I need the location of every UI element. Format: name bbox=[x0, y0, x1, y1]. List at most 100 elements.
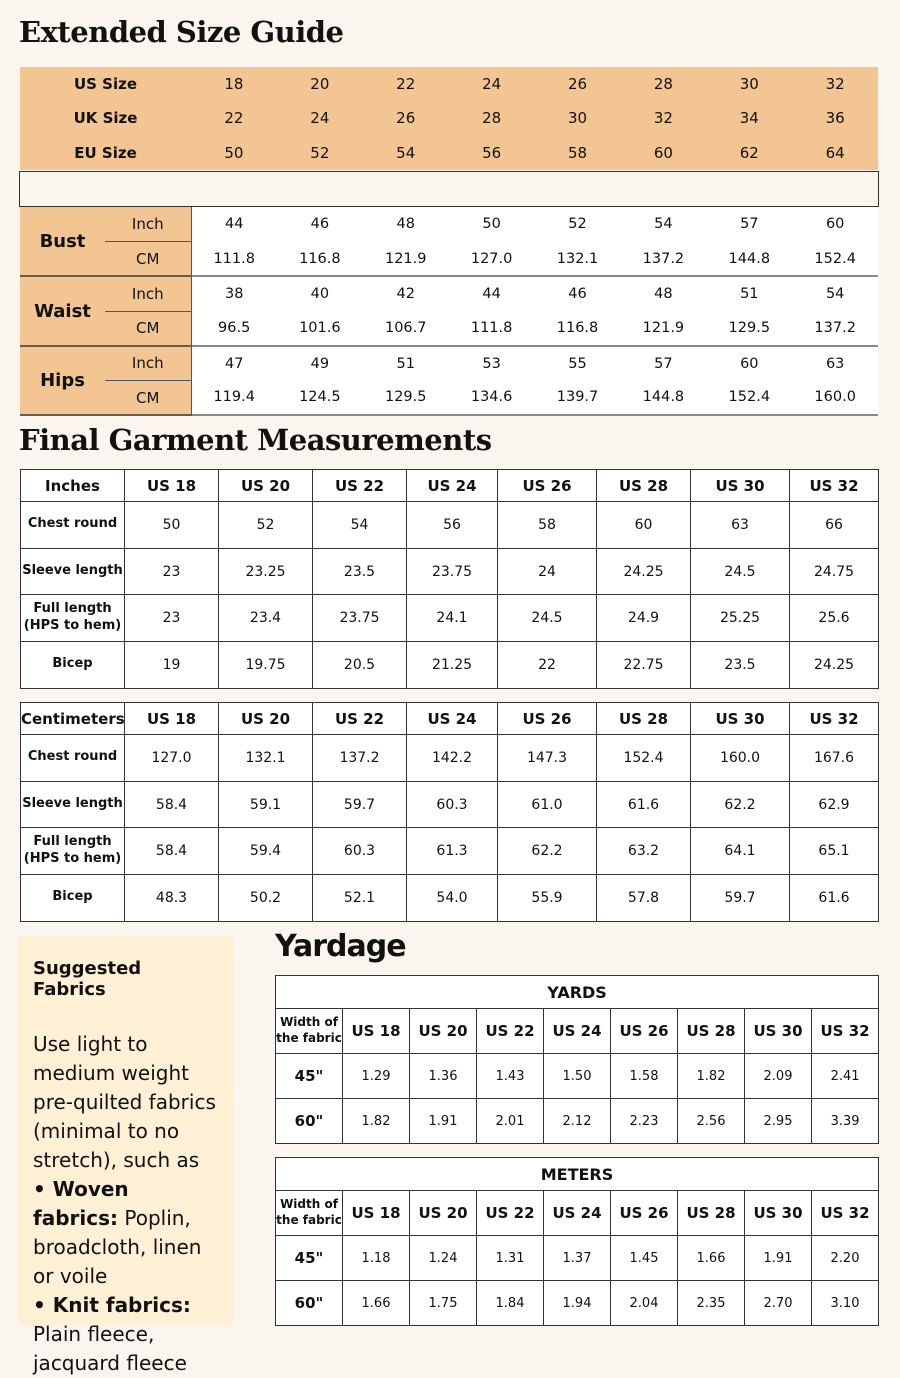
width-label: Width of the fabric bbox=[275, 1190, 343, 1236]
yardage-yards-table: YARDS Width of the fabric US 18 US 20 US 22 U… bbox=[274, 975, 880, 1144]
measurement-value: 51 bbox=[706, 276, 793, 312]
measurement-value: 60 bbox=[792, 207, 879, 242]
measurement-value: 48 bbox=[620, 276, 707, 312]
unit-header: Inches bbox=[20, 469, 125, 502]
size-value: 24 bbox=[276, 101, 363, 136]
column-header: US 30 bbox=[690, 702, 790, 735]
garment-inches-table: Inches US 18 US 20 US 22 US 24 US 26 US 28 US 3… bbox=[20, 469, 879, 689]
cell-value: 58.4 bbox=[124, 827, 219, 876]
column-header: US 18 bbox=[342, 1190, 410, 1236]
cell-value: 2.23 bbox=[610, 1098, 678, 1144]
cell-value: 160.0 bbox=[690, 734, 790, 782]
cell-value: 1.29 bbox=[342, 1053, 410, 1099]
cell-value: 2.04 bbox=[610, 1280, 678, 1326]
cell-value: 24 bbox=[497, 547, 597, 596]
measurement-value: 57 bbox=[706, 207, 793, 242]
column-header: US 20 bbox=[218, 469, 313, 502]
table-row: Chest round 127.0 132.1 137.2 142.2 147.3 152.… bbox=[20, 734, 879, 782]
cell-value: 2.01 bbox=[476, 1098, 544, 1144]
column-header: US 30 bbox=[690, 469, 790, 502]
cell-value: 1.82 bbox=[677, 1053, 745, 1099]
table-row: 60" 1.66 1.75 1.84 1.94 2.04 2.35 2.70 3.10 bbox=[275, 1280, 879, 1326]
measurement-value: 111.8 bbox=[191, 241, 277, 278]
cell-value: 23.5 bbox=[312, 547, 407, 596]
cell-value: 25.6 bbox=[789, 594, 879, 643]
unit-label: Inch bbox=[105, 345, 192, 381]
measurement-value: 106.7 bbox=[362, 311, 449, 347]
column-header: US 30 bbox=[744, 1190, 812, 1236]
measurement-value: 137.2 bbox=[792, 311, 879, 347]
size-row: EU Size 50 52 54 56 58 60 62 64 bbox=[20, 135, 879, 170]
cell-value: 58.4 bbox=[124, 780, 219, 829]
measurement-row: CM 119.4 124.5 129.5 134.6 139.7 144.8 152.4 160… bbox=[20, 380, 879, 417]
cell-value: 24.5 bbox=[690, 547, 790, 596]
cell-value: 20.5 bbox=[312, 641, 407, 689]
column-header: US 26 bbox=[610, 1008, 678, 1054]
cell-value: 24.9 bbox=[596, 594, 691, 643]
body-measurements-table: Bust Inch 44 46 48 50 52 54 57 60 CM 111.8 116.8 121.… bbox=[20, 207, 879, 417]
column-header: US 26 bbox=[497, 702, 597, 735]
row-label: US Size bbox=[20, 67, 191, 102]
measurement-value: 144.8 bbox=[706, 241, 793, 278]
size-value: 30 bbox=[706, 67, 793, 102]
measurement-label: Hips bbox=[20, 345, 105, 417]
cell-value: 57.8 bbox=[596, 874, 691, 922]
unit-label: Inch bbox=[105, 276, 192, 312]
cell-value: 1.66 bbox=[342, 1280, 410, 1326]
measurement-row: Bust Inch 44 46 48 50 52 54 57 60 bbox=[20, 207, 879, 278]
column-header: US 20 bbox=[218, 702, 313, 735]
cell-value: 50.2 bbox=[218, 874, 313, 922]
size-row: UK Size 22 24 26 28 30 32 34 36 bbox=[20, 101, 879, 136]
cell-value: 1.37 bbox=[543, 1235, 611, 1281]
measurement-value: 116.8 bbox=[276, 241, 363, 278]
header-row: Centimeters US 18 US 20 US 22 US 24 US 26 US 2… bbox=[20, 702, 879, 735]
column-header: US 20 bbox=[409, 1190, 477, 1236]
cell-value: 54 bbox=[312, 501, 407, 549]
unit-label: CM bbox=[105, 311, 192, 347]
size-value: 28 bbox=[620, 67, 707, 102]
cell-value: 60 bbox=[596, 501, 691, 549]
fabric-item-label: • Knit fabrics: bbox=[33, 1293, 191, 1317]
column-header: US 30 bbox=[744, 1008, 812, 1054]
cell-value: 64.1 bbox=[690, 827, 790, 876]
cell-value: 54.0 bbox=[406, 874, 498, 922]
cell-value: 61.6 bbox=[789, 874, 879, 922]
column-header: US 22 bbox=[476, 1190, 544, 1236]
row-label: EU Size bbox=[20, 135, 191, 170]
cell-value: 61.3 bbox=[406, 827, 498, 876]
column-header: US 22 bbox=[312, 469, 407, 502]
cell-value: 62.9 bbox=[789, 780, 879, 829]
cell-value: 1.84 bbox=[476, 1280, 544, 1326]
measurement-label: Bust bbox=[20, 207, 105, 278]
row-label: Chest round bbox=[20, 501, 125, 549]
row-label: 60" bbox=[275, 1280, 343, 1326]
size-value: 64 bbox=[792, 135, 879, 170]
fabrics-title: Suggested Fabrics bbox=[33, 958, 142, 1000]
measurement-value: 129.5 bbox=[706, 311, 793, 347]
cell-value: 147.3 bbox=[497, 734, 597, 782]
fabric-item-text: Plain fleece, jacquard fleece bbox=[33, 1322, 187, 1375]
cell-value: 1.82 bbox=[342, 1098, 410, 1144]
yardage-meters-table: METERS Width of the fabric US 18 US 20 US 22… bbox=[275, 1157, 879, 1326]
cell-value: 24.25 bbox=[596, 547, 691, 596]
size-value: 28 bbox=[448, 101, 535, 136]
column-header: US 32 bbox=[811, 1190, 879, 1236]
cell-value: 59.7 bbox=[690, 874, 790, 922]
size-value: 52 bbox=[276, 135, 363, 170]
cell-value: 23.25 bbox=[218, 547, 313, 596]
measurement-value: 139.7 bbox=[534, 380, 621, 417]
cell-value: 137.2 bbox=[312, 734, 407, 782]
row-label: Sleeve length bbox=[20, 547, 125, 596]
cell-value: 1.58 bbox=[610, 1053, 678, 1099]
spacer-row bbox=[19, 171, 879, 207]
row-label: Sleeve length bbox=[20, 780, 125, 829]
yardage-title: Yardage bbox=[275, 929, 407, 964]
measurement-value: 38 bbox=[191, 276, 277, 312]
size-value: 30 bbox=[534, 101, 621, 136]
cell-value: 62.2 bbox=[690, 780, 790, 829]
header-row: Width of the fabric US 18 US 20 US 22 US 24 U… bbox=[275, 1190, 879, 1236]
width-label: Width of the fabric bbox=[275, 1008, 343, 1054]
measurement-value: 134.6 bbox=[448, 380, 535, 417]
column-header: US 26 bbox=[610, 1190, 678, 1236]
suggested-fabrics-box: Suggested Fabrics Use light to medium we… bbox=[18, 936, 234, 1375]
